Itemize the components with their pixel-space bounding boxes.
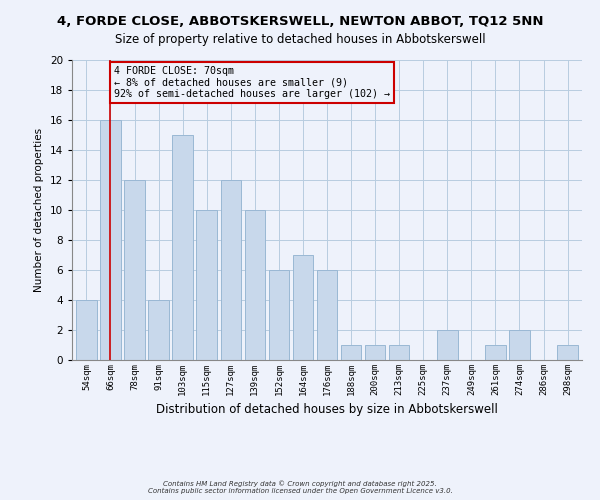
Bar [100, 120, 121, 360]
Bar [485, 345, 506, 360]
Text: Size of property relative to detached houses in Abbotskerswell: Size of property relative to detached ho… [115, 32, 485, 46]
Bar [76, 300, 97, 360]
Bar [509, 330, 530, 360]
Bar [172, 135, 193, 360]
Bar [245, 210, 265, 360]
Bar [269, 270, 289, 360]
Bar [124, 180, 145, 360]
Text: 4 FORDE CLOSE: 70sqm
← 8% of detached houses are smaller (9)
92% of semi-detache: 4 FORDE CLOSE: 70sqm ← 8% of detached ho… [114, 66, 390, 99]
Bar [196, 210, 217, 360]
X-axis label: Distribution of detached houses by size in Abbotskerswell: Distribution of detached houses by size … [156, 404, 498, 416]
Bar [317, 270, 337, 360]
Bar [293, 255, 313, 360]
Bar [389, 345, 409, 360]
Bar [437, 330, 458, 360]
Bar [365, 345, 385, 360]
Bar [221, 180, 241, 360]
Bar [341, 345, 361, 360]
Text: Contains HM Land Registry data © Crown copyright and database right 2025.
Contai: Contains HM Land Registry data © Crown c… [148, 480, 452, 494]
Y-axis label: Number of detached properties: Number of detached properties [34, 128, 44, 292]
Bar [557, 345, 578, 360]
Text: 4, FORDE CLOSE, ABBOTSKERSWELL, NEWTON ABBOT, TQ12 5NN: 4, FORDE CLOSE, ABBOTSKERSWELL, NEWTON A… [57, 15, 543, 28]
Bar [148, 300, 169, 360]
